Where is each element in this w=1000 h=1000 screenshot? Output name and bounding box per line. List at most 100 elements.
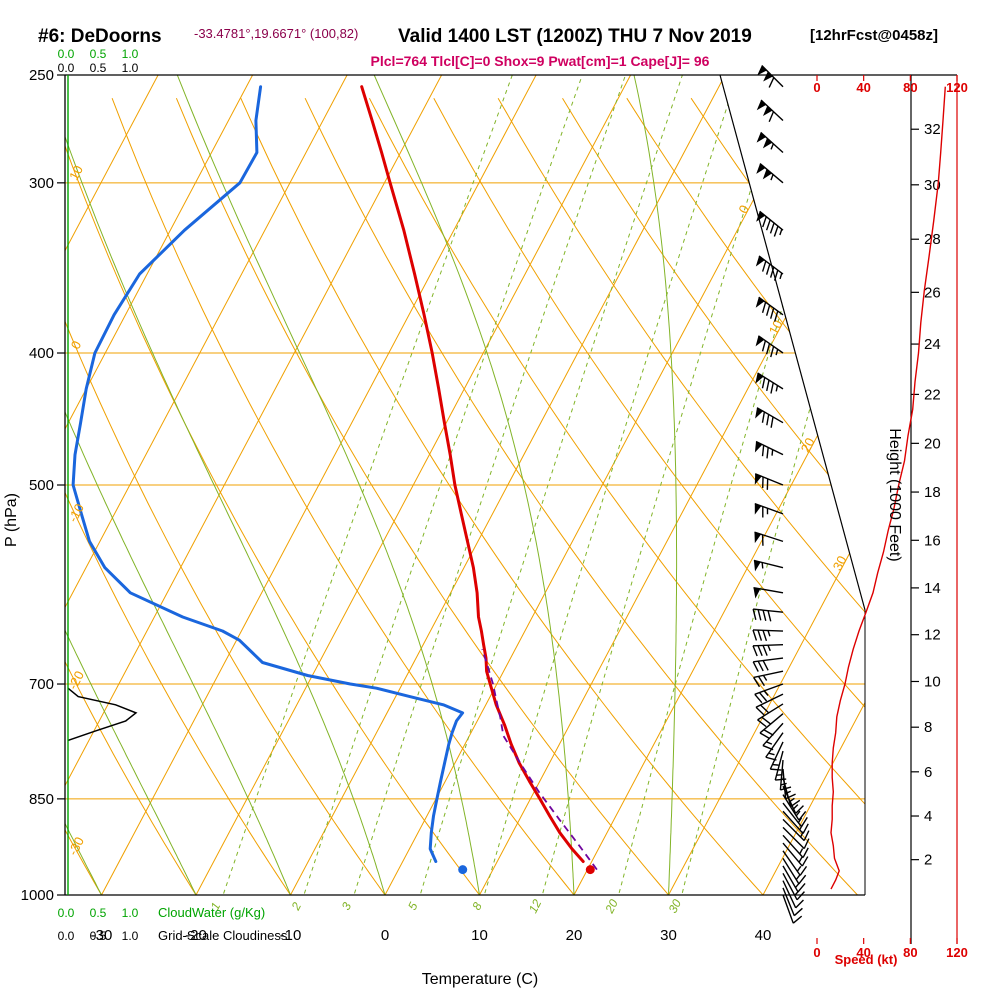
- wind-barb-feather: [795, 805, 804, 814]
- wind-barb-feather: [765, 219, 771, 231]
- wind-barb-half: [766, 741, 773, 745]
- wind-barb: [755, 335, 784, 358]
- dry-adiabat-label: 10: [66, 163, 86, 183]
- wind-barb-pennant: [756, 132, 766, 143]
- wind-barb: [759, 713, 784, 740]
- wind-barb-pennant: [755, 297, 765, 308]
- speed-tick-label-top: 40: [856, 80, 870, 95]
- wind-barb-pennant: [753, 587, 761, 599]
- wind-barb-feather: [765, 343, 771, 355]
- wind-barb-pennant: [762, 105, 773, 116]
- wind-barb-feather: [762, 216, 767, 228]
- wind-barb: [757, 703, 784, 728]
- wind-barb-feather: [763, 729, 774, 736]
- wind-barb-pennant: [762, 169, 772, 180]
- wind-barb-feather: [757, 645, 763, 657]
- mixing-ratio-label: 2: [288, 900, 304, 913]
- wind-barb-feather: [796, 891, 805, 901]
- wind-barb-pennant: [762, 138, 773, 149]
- wind-barb-pennant: [754, 473, 762, 485]
- wind-barb-half: [763, 690, 769, 696]
- wind-barb: [769, 741, 784, 771]
- wind-barb-staff: [752, 644, 784, 647]
- wind-barb: [755, 693, 784, 716]
- isotherm-label: 30: [830, 553, 850, 573]
- wind-barb-half: [798, 856, 803, 863]
- dewpoint-profile: [71, 85, 465, 863]
- height-tick-label: 14: [924, 580, 941, 597]
- temp-tick-label: -30: [91, 927, 113, 944]
- pressure-tick-label: 850: [29, 791, 54, 808]
- wind-barb-feather: [761, 377, 766, 389]
- wind-barb: [756, 131, 784, 154]
- wind-barb-feather: [798, 874, 807, 885]
- height-tick-label: 26: [924, 284, 941, 301]
- wind-barb-feather: [773, 269, 779, 281]
- cloudwater-label: CloudWater (g/Kg): [158, 905, 265, 920]
- mixing-ratio-line: [344, 75, 626, 895]
- wind-barb-pennant: [754, 503, 762, 515]
- wind-barb-half: [796, 865, 802, 872]
- moist-adiabat-line: [65, 75, 396, 895]
- wind-barb-half: [799, 848, 804, 855]
- speed-tick-label-top: 80: [903, 80, 917, 95]
- height-tick-label: 8: [924, 719, 932, 736]
- surface-temp-dot: [585, 865, 595, 875]
- wind-barb-feather: [752, 645, 758, 657]
- wind-barb: [754, 473, 784, 490]
- mixing-ratio-label: 30: [666, 897, 685, 916]
- wind-barb-staff: [782, 826, 805, 850]
- dry-adiabat-line: [65, 98, 219, 895]
- wind-barb-feather: [767, 610, 772, 622]
- isotherm-line: [65, 75, 348, 895]
- wind-barb-half: [771, 449, 774, 456]
- wind-barb: [756, 99, 784, 123]
- wind-barb-feather: [780, 786, 792, 791]
- wind-barb-pennant: [756, 163, 766, 174]
- wind-barb: [752, 608, 784, 622]
- speed-profile: [830, 86, 946, 890]
- cloud-fraction-profile: [67, 687, 138, 742]
- isotherm-line: [65, 75, 443, 895]
- dry-adiabat-line: [497, 97, 865, 895]
- temp-tick-label: 40: [755, 927, 772, 944]
- wind-barb-feather: [761, 411, 766, 423]
- wind-barb-feather: [761, 340, 767, 352]
- wind-barb-half: [779, 272, 783, 280]
- cloudiness-scale-top: 0.0: [58, 61, 75, 75]
- mixing-ratio-line: [475, 75, 738, 895]
- pressure-tick-label: 300: [29, 175, 54, 192]
- mixing-ratio-line: [294, 75, 583, 895]
- height-tick-label: 28: [924, 231, 941, 248]
- wind-barb: [754, 683, 784, 704]
- wind-barb-feather: [766, 447, 769, 459]
- wind-barb-feather: [770, 768, 782, 771]
- wind-barb-feather: [760, 704, 769, 714]
- wind-barb-feather: [802, 823, 809, 834]
- moist-adiabat-line: [630, 75, 678, 895]
- speed-tick-label-top: 120: [946, 80, 968, 95]
- wind-barb-half: [761, 562, 764, 569]
- wind-barb-pennant: [757, 65, 767, 76]
- skewt-grid-layer: [65, 75, 865, 895]
- mixing-ratio-line: [533, 75, 788, 895]
- moist-adiabat-line: [172, 75, 486, 895]
- sounding-profiles-layer: [67, 85, 598, 875]
- wind-barb: [782, 850, 808, 876]
- pressure-tick-label: 250: [29, 67, 54, 84]
- wind-barb-pennant: [755, 407, 764, 419]
- wind-barb-pennant: [754, 532, 762, 544]
- wind-barb-feather: [757, 609, 762, 621]
- indices-line: Plcl=764 Tlcl[C]=0 Shox=9 Pwat[cm]=1 Cap…: [371, 53, 710, 69]
- pressure-tick-label: 1000: [21, 887, 54, 904]
- height-tick-label: 20: [924, 435, 941, 452]
- wind-barb: [782, 894, 803, 924]
- wind-barb-half: [775, 349, 779, 356]
- wind-barb-half: [772, 763, 779, 766]
- wind-barb-feather: [775, 778, 787, 781]
- wind-barb-feather: [761, 302, 767, 313]
- wind-barb-feather: [762, 744, 774, 751]
- wind-barb-staff: [782, 834, 804, 859]
- dry-adiabat-line: [65, 98, 315, 895]
- wind-barb: [752, 629, 784, 641]
